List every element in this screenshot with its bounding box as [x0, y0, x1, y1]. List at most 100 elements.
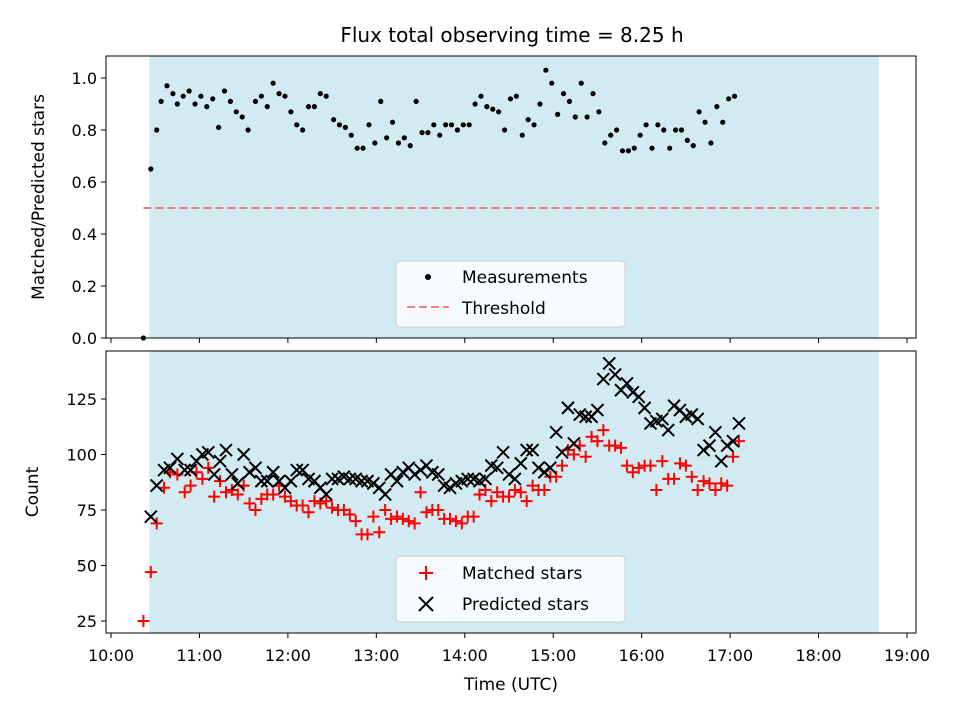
matched-star-point: [408, 517, 421, 530]
predicted-star-point: [407, 467, 422, 482]
matched-star-point: [503, 490, 515, 503]
measurement-point: [378, 98, 384, 104]
measurement-point: [348, 132, 354, 138]
matched-star-point: [231, 488, 244, 501]
measurement-point: [305, 104, 312, 110]
predicted-star-point: [284, 474, 298, 488]
measurement-point: [384, 135, 390, 141]
measurement-point: [431, 122, 437, 128]
measurement-point: [407, 143, 413, 149]
measurement-point: [714, 104, 720, 110]
predicted-star-point: [685, 407, 699, 422]
matched-star-point: [320, 495, 333, 508]
predicted-star-point: [431, 467, 445, 482]
predicted-star-point: [561, 401, 575, 415]
measurement-point: [270, 80, 276, 86]
predicted-star-point: [696, 443, 711, 457]
measurement-point: [608, 132, 614, 138]
top-panel: 0.0 0.2 0.4 0.6 0.8 1.0 Matched/Predicted sta…: [29, 55, 917, 348]
matched-star-point: [420, 506, 433, 519]
top-legend: Measurements Threshold: [395, 260, 626, 328]
bottom-y-tick-label: 25: [77, 612, 97, 631]
predicted-star-point: [163, 461, 177, 475]
predicted-star-point: [354, 474, 369, 488]
measurement-point: [221, 88, 228, 94]
matched-legend-label: Matched stars: [462, 564, 582, 584]
measurement-point: [204, 104, 210, 110]
matched-star-point: [214, 475, 227, 488]
predicted-star-point: [149, 478, 164, 493]
matched-star-point: [361, 528, 374, 541]
measurement-point: [413, 98, 419, 104]
measurement-point: [484, 104, 490, 110]
measurement-point: [443, 122, 449, 128]
predicted-star-point: [170, 452, 185, 466]
measurement-point: [288, 109, 294, 115]
predicted-star-point: [478, 472, 493, 486]
predicted-star-point: [637, 401, 652, 415]
predicted-star-point: [443, 481, 457, 495]
predicted-star-point: [295, 463, 310, 477]
matched-star-point: [367, 510, 380, 523]
matched-star-point: [721, 479, 734, 492]
bottom-y-tick-label: 50: [77, 557, 97, 576]
predicted-star-point: [236, 447, 251, 462]
top-y-tick-label: 0.8: [72, 121, 97, 140]
matched-star-point: [620, 459, 633, 472]
measurement-point: [245, 127, 251, 133]
matched-star-point: [414, 486, 427, 499]
measurement-point: [549, 80, 555, 86]
predicted-star-point: [578, 410, 593, 424]
measurement-point: [192, 101, 198, 107]
measurement-point: [496, 109, 502, 115]
predicted-star-point: [632, 390, 646, 404]
bottom-x-tick-label: 11:00: [176, 646, 222, 665]
measurement-point: [264, 104, 270, 110]
predicted-star-point: [183, 463, 198, 477]
bottom-y-tick-label: 75: [77, 501, 97, 520]
matched-star-point: [449, 515, 462, 528]
matched-star-point: [373, 526, 386, 539]
measurement-point: [210, 96, 216, 102]
measurement-point: [336, 122, 343, 128]
bottom-y-tick-label: 100: [66, 446, 97, 465]
measurements-legend-label: Measurements: [462, 268, 588, 288]
predicted-star-point: [708, 425, 723, 440]
matched-star-point: [668, 472, 681, 485]
chart-title: Flux total observing time = 8.25 h: [340, 23, 683, 47]
predicted-star-point: [667, 398, 681, 413]
predicted-star-point: [231, 476, 245, 491]
measurement-point: [631, 145, 637, 151]
matched-star-point: [567, 448, 580, 461]
matched-star-point: [732, 435, 745, 448]
measurement-point: [317, 91, 323, 97]
bottom-x-tick-label: 17:00: [707, 646, 753, 665]
measurement-point: [239, 114, 245, 120]
matched-star-point: [196, 472, 209, 485]
matched-star-point: [249, 504, 262, 516]
predicted-star-point: [514, 456, 528, 471]
matched-star-point: [390, 510, 403, 523]
predicted-star-point: [213, 454, 227, 468]
threshold-legend-label: Threshold: [461, 299, 546, 319]
predicted-star-point: [537, 465, 552, 479]
measurement-point: [543, 67, 549, 73]
predicted-star-point: [626, 385, 640, 400]
top-y-axis-ticks: 0.0 0.2 0.4 0.6 0.8 1.0: [72, 69, 106, 348]
matched-star-point: [343, 508, 356, 521]
matched-star-point: [709, 484, 722, 497]
predicted-star-point: [396, 465, 410, 479]
measurement-point: [395, 140, 402, 146]
measurement-point: [731, 93, 738, 99]
measurement-point: [180, 93, 186, 99]
matched-legend-marker: [419, 566, 433, 580]
measurement-point: [401, 135, 407, 141]
bottom-panel: 25 50 75 100 125 10:00 11:00 12:00 13:00 14:00 15…: [23, 350, 930, 695]
predicted-star-point: [254, 474, 269, 488]
matched-star-point: [556, 459, 569, 472]
measurement-point: [655, 122, 661, 128]
predicted-star-point: [620, 376, 634, 391]
matched-star-point: [219, 486, 232, 499]
top-y-tick-label: 0.6: [72, 173, 97, 192]
predicted-star-point: [661, 423, 675, 437]
